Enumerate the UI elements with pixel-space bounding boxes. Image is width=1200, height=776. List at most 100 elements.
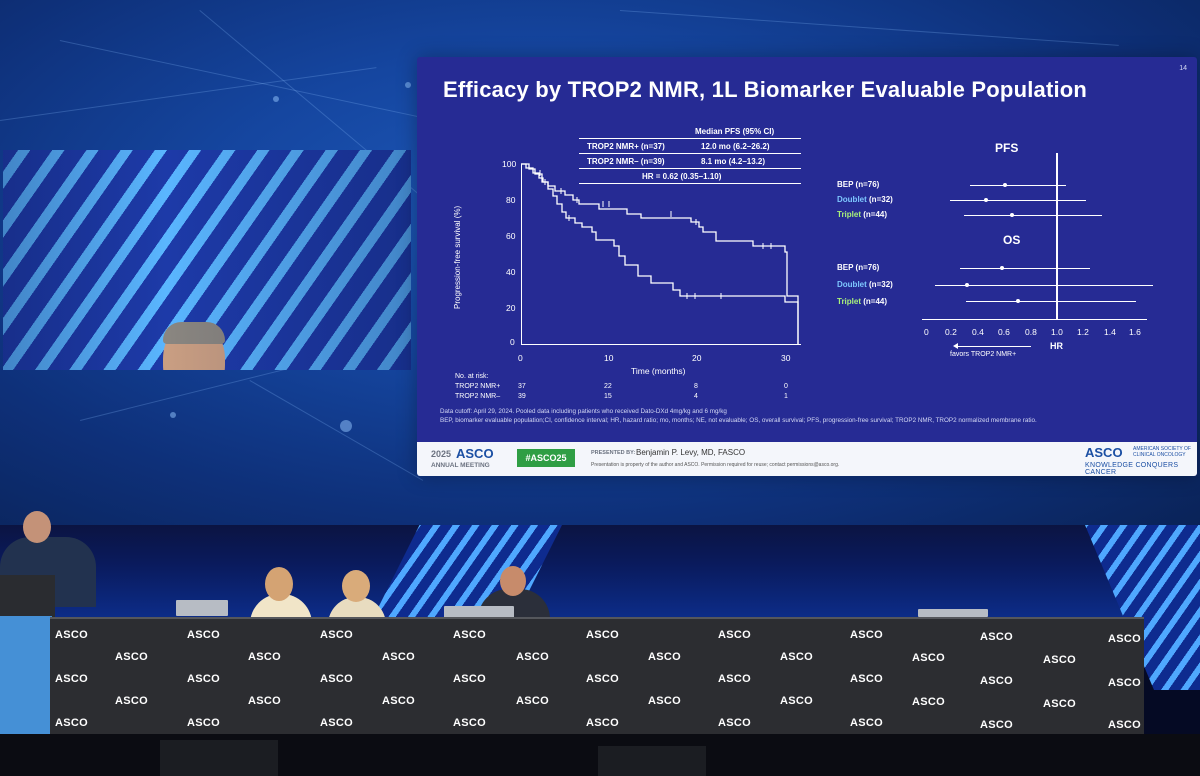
forest-pfs-heading: PFS	[995, 141, 1019, 155]
subgroup-n: (n=32)	[869, 280, 893, 289]
km-x-axis	[521, 344, 801, 345]
table-row-value: 8.1 mo (4.2–13.2)	[701, 157, 766, 166]
forest-x-tick: 1.2	[1077, 327, 1089, 337]
desk-asco-logo: ASCO	[850, 673, 883, 685]
desk-asco-logo: ASCO	[453, 629, 486, 641]
y-tick: 60	[506, 231, 516, 241]
hr-point	[1003, 183, 1007, 187]
desk-asco-logo: ASCO	[912, 696, 945, 708]
forest-row-label: BEP (n=76)	[837, 180, 879, 189]
subgroup-name: Doublet	[837, 280, 867, 289]
desk-asco-logo: ASCO	[248, 651, 281, 663]
stage-floor	[0, 734, 1200, 776]
table-header: Median PFS (95% CI)	[695, 127, 775, 136]
society-line-1: AMERICAN SOCIETY OF	[1133, 446, 1191, 452]
km-x-axis-label: Time (months)	[631, 366, 686, 376]
forest-row-label: Triplet (n=44)	[837, 210, 887, 219]
desk-asco-logo: ASCO	[453, 673, 486, 685]
favors-arrow	[957, 346, 1031, 347]
at-risk-value: 0	[784, 383, 788, 390]
y-tick: 80	[506, 195, 516, 205]
y-tick: 20	[506, 303, 516, 313]
km-y-axis-label: Progression-free survival (%)	[453, 205, 462, 309]
desk-asco-logo: ASCO	[1043, 698, 1076, 710]
desk-asco-logo: ASCO	[55, 673, 88, 685]
desk-asco-logo: ASCO	[248, 695, 281, 707]
desk-asco-logo: ASCO	[980, 719, 1013, 731]
y-tick: 0	[510, 337, 515, 347]
at-risk-label: TROP2 NMR+	[455, 383, 501, 390]
km-y-axis	[521, 164, 522, 344]
footer-asco-logo: ASCO	[456, 446, 494, 461]
slide-title: Efficacy by TROP2 NMR, 1L Biomarker Eval…	[443, 77, 1088, 102]
desk-asco-logo: ASCO	[980, 675, 1013, 687]
favors-label: favors TROP2 NMR+	[950, 351, 1017, 358]
network-line	[249, 380, 424, 481]
desk-asco-logo: ASCO	[1108, 633, 1141, 645]
network-dot	[405, 82, 411, 88]
hr-point	[965, 283, 969, 287]
desk-asco-logo: ASCO	[780, 651, 813, 663]
table-rule	[579, 138, 801, 139]
ci-bar	[966, 301, 1136, 302]
forest-x-tick: 0.2	[945, 327, 957, 337]
forest-x-tick: 1.4	[1104, 327, 1116, 337]
stage-monitor	[160, 740, 278, 776]
forest-x-tick: 0.8	[1025, 327, 1037, 337]
desk-asco-logo: ASCO	[850, 629, 883, 641]
desk-asco-logo: ASCO	[382, 651, 415, 663]
presented-by-label: PRESENTED BY:	[591, 450, 636, 456]
ci-bar	[960, 268, 1090, 269]
at-risk-value: 4	[694, 393, 698, 400]
desk-asco-logo: ASCO	[648, 651, 681, 663]
km-curve-nmr-positive	[521, 163, 799, 344]
x-tick: 30	[781, 353, 791, 363]
at-risk-value: 22	[604, 383, 612, 390]
table-rule	[579, 168, 801, 169]
table-row-group: TROP2 NMR– (n=39)	[587, 157, 665, 166]
footnote: Data cutoff: April 29, 2024. Pooled data…	[440, 408, 727, 415]
x-tick: 20	[692, 353, 702, 363]
desk-asco-logo: ASCO	[718, 673, 751, 685]
footer-meeting: ANNUAL MEETING	[431, 462, 490, 469]
ci-bar	[964, 215, 1102, 216]
desk-asco-logo: ASCO	[55, 629, 88, 641]
x-tick: 10	[604, 353, 614, 363]
at-risk-value: 39	[518, 393, 526, 400]
forest-x-tick: 0.6	[998, 327, 1010, 337]
desk-asco-logo: ASCO	[320, 629, 353, 641]
hazard-ratio: HR = 0.62 (0.35–1.10)	[642, 172, 722, 181]
slide-footer: 2025 ASCO ANNUAL MEETING #ASCO25 PRESENT…	[417, 442, 1197, 476]
desk-asco-logo: ASCO	[115, 651, 148, 663]
desk-asco-logo: ASCO	[718, 629, 751, 641]
subgroup-name: BEP	[837, 263, 854, 272]
at-risk-title: No. at risk:	[455, 373, 489, 380]
desk-asco-logo: ASCO	[1043, 654, 1076, 666]
desk-asco-logo: ASCO	[516, 651, 549, 663]
desk-asco-logo: ASCO	[382, 695, 415, 707]
desk-asco-logo: ASCO	[1108, 719, 1141, 731]
footer-disclaimer: Presentation is property of the author a…	[591, 462, 840, 468]
slide-number: 14	[1179, 65, 1187, 72]
at-risk-value: 15	[604, 393, 612, 400]
subgroup-n: (n=44)	[863, 297, 888, 306]
society-asco-logo: ASCO	[1085, 445, 1123, 460]
hr-point	[1000, 266, 1004, 270]
forest-x-tick: 0	[924, 327, 929, 337]
desk-asco-logo: ASCO	[718, 717, 751, 729]
hashtag-badge: #ASCO25	[517, 449, 575, 467]
desk-asco-logo: ASCO	[115, 695, 148, 707]
speaker-video-feed	[3, 150, 411, 370]
desk-asco-logo: ASCO	[187, 629, 220, 641]
table-row-value: 12.0 mo (6.2–26.2)	[701, 142, 770, 151]
desk-asco-logo: ASCO	[850, 717, 883, 729]
desk-asco-logo: ASCO	[586, 673, 619, 685]
forest-x-axis-label: HR	[1050, 341, 1063, 351]
presentation-slide: 14 Efficacy by TROP2 NMR, 1L Biomarker E…	[417, 57, 1197, 476]
laptop	[176, 600, 228, 616]
footnote: BEP, biomarker evaluable population;CI, …	[440, 417, 1037, 424]
subgroup-name: Triplet	[837, 210, 862, 219]
desk-asco-logo: ASCO	[320, 717, 353, 729]
table-rule	[579, 153, 801, 154]
network-line	[619, 10, 1119, 46]
